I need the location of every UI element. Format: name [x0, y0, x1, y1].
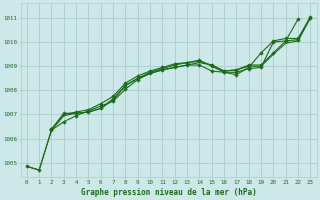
X-axis label: Graphe pression niveau de la mer (hPa): Graphe pression niveau de la mer (hPa): [81, 188, 256, 197]
